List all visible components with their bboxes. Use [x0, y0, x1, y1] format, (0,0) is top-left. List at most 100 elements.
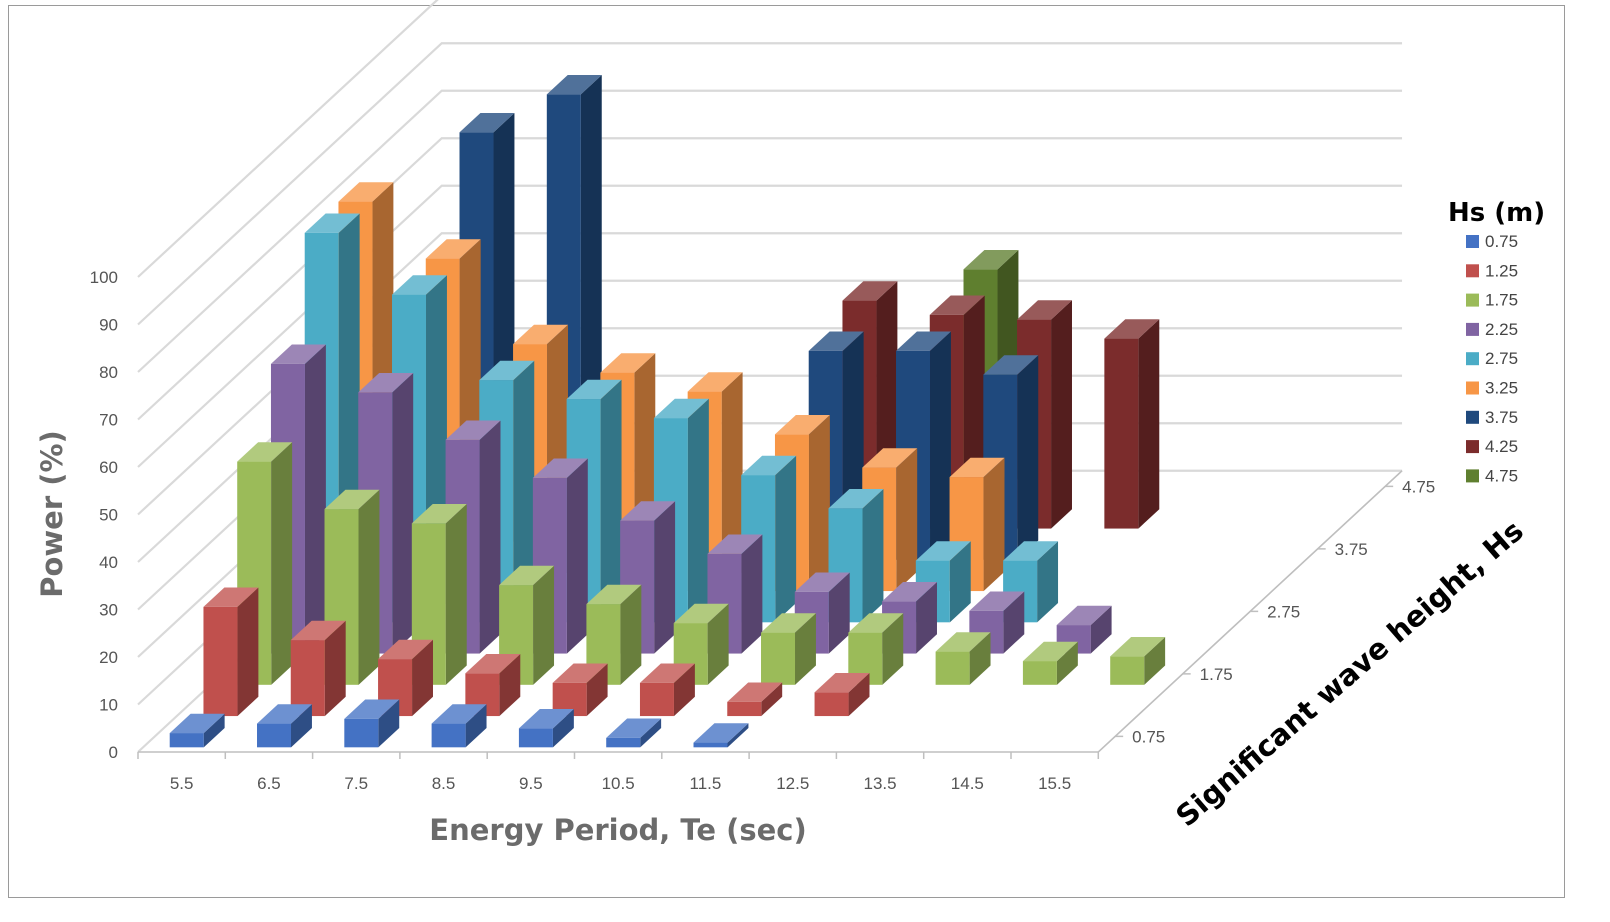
bar-top [949, 457, 1005, 478]
bar-1.25-10.5 [639, 663, 695, 717]
bar-front [290, 640, 325, 717]
legend-item-4.25: 4.25 [1466, 437, 1518, 456]
legend-swatch [1466, 410, 1479, 424]
bar-side [1144, 636, 1166, 685]
gridline [137, 0, 439, 278]
bar-4.25-13.5 [1104, 319, 1160, 529]
bar-side [499, 653, 521, 717]
bar-1.75-14.5 [1022, 641, 1078, 685]
legend-title: Hs (m) [1448, 198, 1545, 228]
bar-side [412, 639, 433, 717]
bar-1.25-9.5 [552, 663, 608, 717]
bar-front [1104, 338, 1139, 529]
bar-0.75-10.5 [606, 718, 662, 748]
depth-tick-label: 0.75 [1132, 727, 1165, 746]
bar-side [949, 541, 971, 623]
bar-top [1017, 300, 1072, 320]
legend: Hs (m) 0.75 1.25 1.75 2.25 2.75 3.25 3.75 4.25 4… [1448, 198, 1545, 485]
bar-front [693, 742, 728, 748]
bar-top [727, 682, 783, 702]
bar-side [930, 331, 951, 560]
bar-0.75-8.5 [431, 704, 487, 748]
bar-top [1022, 641, 1078, 662]
bar-top [425, 239, 481, 259]
bar-side [1051, 300, 1072, 529]
bar-top [378, 639, 433, 660]
bar-top [606, 718, 662, 738]
bar-front [935, 651, 970, 685]
bar-top [741, 455, 797, 476]
y-tick-label: 60 [99, 458, 118, 477]
bar-side [586, 663, 608, 717]
x-tick-label: 6.5 [257, 774, 281, 793]
bar-side [358, 489, 380, 685]
bar-front [606, 737, 641, 748]
bar-0.75-6.5 [257, 704, 312, 748]
bar-top [566, 379, 622, 400]
bar-side [673, 663, 695, 717]
y-tick-label: 50 [99, 506, 118, 525]
bar-top [532, 458, 588, 478]
legend-label: 0.75 [1485, 232, 1518, 251]
bar-1.75-15.5 [1110, 636, 1166, 685]
legend-item-0.75: 0.75 [1466, 232, 1518, 251]
x-tick-label: 7.5 [344, 774, 368, 793]
legend-swatch [1466, 235, 1479, 248]
bar-top [392, 275, 447, 295]
bar-front [344, 718, 379, 748]
bar-top [794, 572, 850, 592]
legend-swatch [1466, 293, 1479, 307]
bar-top [586, 584, 642, 605]
bar-top [842, 281, 898, 301]
y-tick-label: 40 [99, 553, 118, 572]
bar-top [290, 620, 346, 641]
bar-top [431, 704, 487, 724]
bar-side [378, 699, 400, 748]
bar-top [358, 372, 414, 393]
legend-swatch [1466, 264, 1479, 278]
legend-item-3.25: 3.25 [1466, 379, 1518, 398]
bar-top [693, 723, 749, 743]
bar-side [304, 344, 326, 654]
bar-top [169, 713, 225, 734]
legend-label: 3.25 [1485, 379, 1518, 398]
x-tick-label: 9.5 [519, 774, 543, 793]
x-axis-title: Energy Period, Te (sec) [429, 813, 806, 847]
bar-top [808, 331, 864, 351]
x-tick-label: 14.5 [951, 774, 984, 793]
gridline [137, 137, 1403, 421]
x-tick-label: 10.5 [602, 774, 635, 793]
bar-top [969, 591, 1025, 611]
chart-bars [169, 74, 1166, 748]
bar-side [727, 723, 749, 748]
bar-1.75-13.5 [935, 632, 991, 685]
bar-side [445, 503, 467, 685]
bar-1.75-8.5 [499, 565, 555, 685]
bar-front [639, 682, 674, 717]
depth-tick-label: 3.75 [1335, 540, 1368, 559]
bar-top [1104, 319, 1160, 339]
bar-top [935, 632, 991, 652]
bar-2.25-13.5 [969, 591, 1025, 654]
legend-item-2.25: 2.25 [1466, 320, 1518, 339]
bar-top [1110, 636, 1166, 657]
bar-front [761, 632, 796, 685]
bar-0.75-9.5 [518, 708, 574, 748]
bar-top [513, 324, 568, 345]
bar-front [257, 723, 292, 748]
x-tick-label: 13.5 [864, 774, 897, 793]
bar-side [479, 420, 501, 654]
bar-side [392, 372, 414, 654]
bar-side [882, 613, 904, 685]
bar-top [814, 672, 870, 693]
bar-side [1037, 541, 1059, 623]
bar-top [929, 295, 985, 315]
bar-top [774, 414, 830, 435]
bar-front [431, 723, 466, 748]
bar-0.75-11.5 [693, 723, 749, 748]
bar-side [291, 704, 312, 748]
legend-swatch [1466, 352, 1479, 366]
bar-side [513, 360, 535, 623]
bar-top [411, 503, 467, 524]
bar-side [808, 414, 830, 592]
